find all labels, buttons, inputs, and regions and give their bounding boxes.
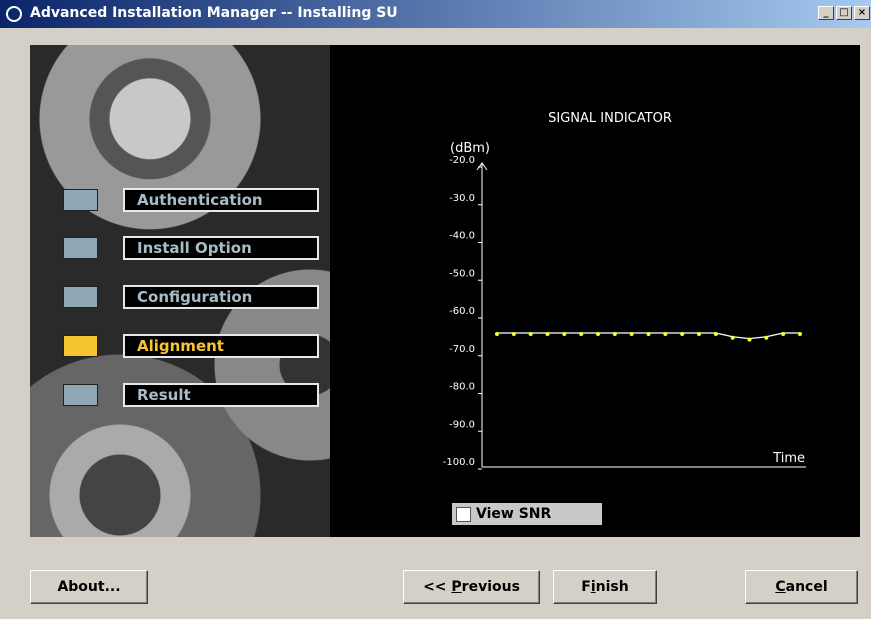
signal-panel: SIGNAL INDICATOR (dBm) Time -20.0 -30.0 -4… — [330, 45, 860, 537]
signal-point — [730, 335, 735, 340]
button-label: Cancel — [775, 579, 828, 595]
button[interactable]: Finish — [553, 570, 657, 604]
view-snr-checkbox[interactable]: View SNR — [452, 503, 602, 525]
signal-point — [612, 331, 617, 336]
step-indicator — [63, 189, 98, 211]
close-button[interactable]: × — [854, 6, 870, 20]
y-tick-label: -70.0 — [449, 344, 475, 355]
signal-point — [629, 331, 634, 336]
button-label: << Previous — [423, 579, 520, 595]
step-indicator — [63, 335, 98, 357]
signal-point — [596, 331, 600, 336]
step-label: Alignment — [123, 334, 319, 358]
signal-point — [579, 331, 584, 336]
signal-point — [528, 331, 533, 336]
signal-point — [747, 337, 752, 342]
minimize-button[interactable]: _ — [818, 6, 834, 20]
step-label: Authentication — [123, 188, 319, 212]
button[interactable]: << Previous — [403, 570, 540, 604]
maximize-button[interactable]: □ — [836, 6, 852, 20]
chart-title: SIGNAL INDICATOR — [548, 111, 672, 126]
y-tick-label: -50.0 — [449, 268, 475, 279]
x-axis-label: Time — [772, 451, 805, 466]
signal-point — [713, 331, 718, 336]
title-bar: Advanced Installation Manager -- Install… — [0, 0, 871, 28]
button[interactable]: About... — [30, 570, 148, 604]
y-tick-label: -20.0 — [449, 155, 475, 166]
signal-point — [663, 331, 668, 336]
signal-point — [697, 331, 701, 336]
step-indicator — [63, 237, 98, 259]
signal-point — [781, 331, 786, 336]
y-tick-label: -60.0 — [449, 306, 475, 317]
window-title: Advanced Installation Manager -- Install… — [30, 5, 398, 21]
y-axis-arrow — [476, 162, 488, 171]
signal-chart: SIGNAL INDICATOR (dBm) Time -20.0 -30.0 -4… — [443, 111, 806, 470]
step-label: Result — [123, 383, 319, 407]
y-tick-label: -30.0 — [449, 193, 475, 204]
y-tick-label: -100.0 — [443, 457, 475, 468]
signal-point — [511, 331, 516, 336]
signal-point — [646, 331, 651, 336]
signal-point — [562, 331, 567, 336]
signal-point — [764, 335, 769, 340]
step-label: Install Option — [123, 236, 319, 260]
signal-point — [680, 331, 685, 336]
button-label: About... — [57, 579, 121, 595]
button-label: Finish — [581, 579, 629, 595]
y-axis-label: (dBm) — [450, 141, 490, 156]
step-indicator — [63, 384, 98, 406]
y-tick-label: -40.0 — [449, 231, 475, 242]
y-tick-label: -90.0 — [449, 419, 475, 430]
checkbox-label: View SNR — [476, 506, 552, 522]
signal-point — [545, 331, 550, 336]
app-icon — [6, 6, 22, 22]
y-tick-label: -80.0 — [449, 382, 475, 393]
checkbox-box[interactable] — [456, 507, 471, 522]
signal-point — [798, 331, 802, 336]
signal-point — [495, 331, 499, 336]
step-indicator — [63, 286, 98, 308]
button[interactable]: Cancel — [745, 570, 858, 604]
step-label: Configuration — [123, 285, 319, 309]
